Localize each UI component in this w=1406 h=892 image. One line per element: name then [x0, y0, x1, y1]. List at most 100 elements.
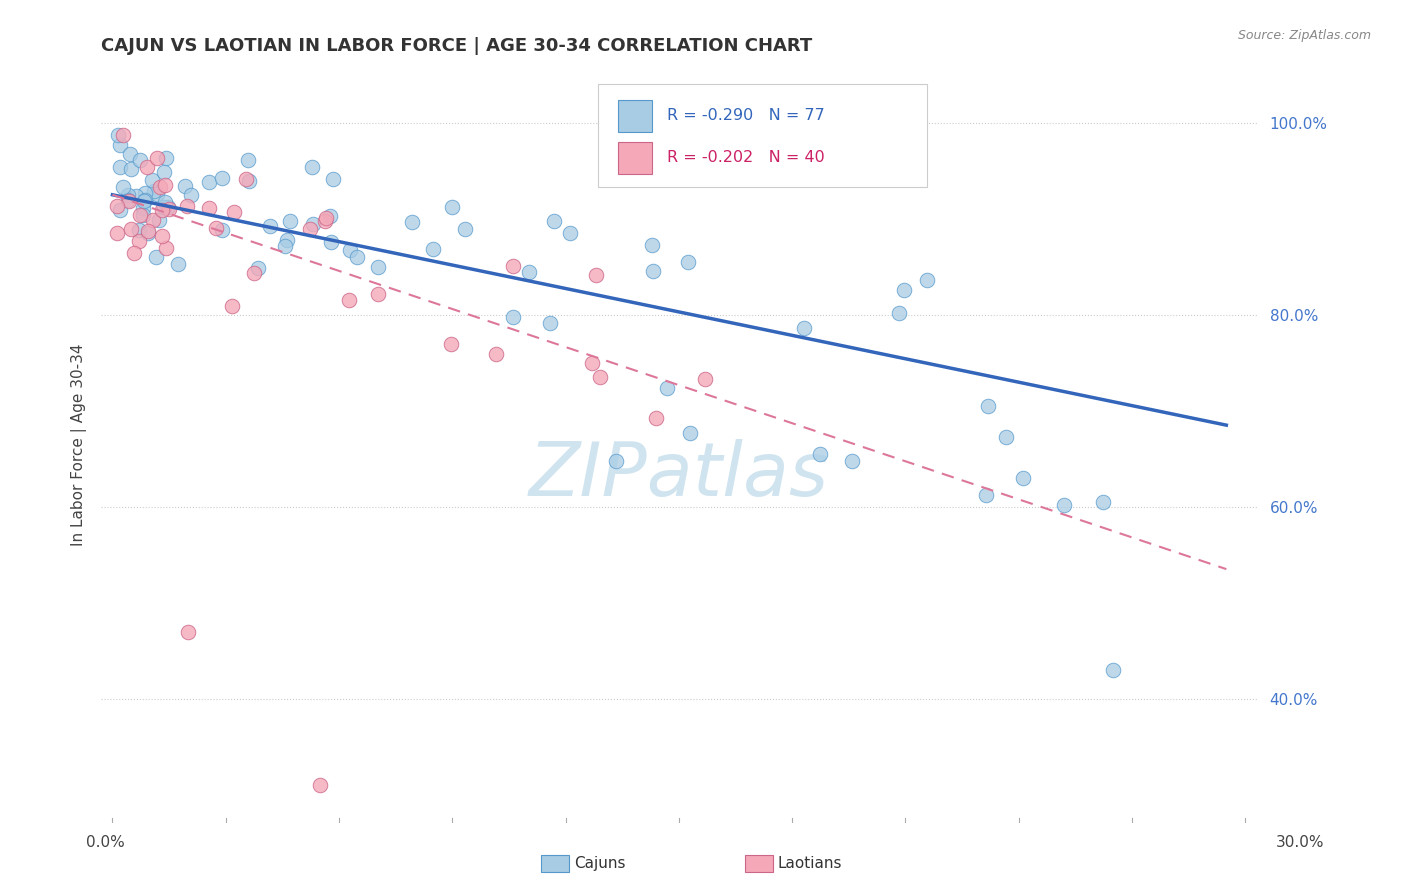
- Point: [657, 381, 679, 395]
- Point: [211, 223, 233, 237]
- Point: [454, 222, 477, 236]
- Point: [643, 264, 665, 278]
- Point: [153, 165, 176, 179]
- Point: [322, 172, 344, 186]
- Point: [1102, 663, 1125, 677]
- Point: [131, 208, 153, 222]
- Point: [145, 250, 167, 264]
- Point: [641, 237, 664, 252]
- Point: [581, 356, 603, 370]
- Point: [105, 226, 128, 240]
- Point: [128, 234, 150, 248]
- Point: [676, 255, 699, 269]
- Point: [893, 283, 915, 297]
- Point: [605, 454, 627, 468]
- Point: [1012, 471, 1035, 485]
- Point: [134, 193, 156, 207]
- Point: [589, 370, 612, 384]
- Point: [259, 219, 281, 233]
- Point: [346, 250, 368, 264]
- Point: [110, 161, 132, 175]
- Point: [134, 186, 156, 200]
- Text: ZIPatlas: ZIPatlas: [529, 439, 830, 510]
- Point: [125, 189, 148, 203]
- Point: [176, 199, 198, 213]
- Point: [422, 242, 444, 256]
- Point: [679, 425, 702, 440]
- Point: [128, 222, 150, 236]
- Point: [644, 410, 666, 425]
- Point: [693, 372, 716, 386]
- Point: [243, 266, 266, 280]
- Point: [107, 199, 129, 213]
- Point: [112, 180, 135, 194]
- Point: [138, 224, 160, 238]
- Point: [117, 188, 139, 202]
- Point: [841, 454, 863, 468]
- Point: [485, 347, 508, 361]
- FancyBboxPatch shape: [617, 100, 652, 132]
- FancyBboxPatch shape: [617, 142, 652, 174]
- Point: [502, 310, 524, 325]
- Point: [121, 161, 143, 176]
- FancyBboxPatch shape: [598, 84, 927, 186]
- Point: [222, 205, 245, 219]
- Point: [994, 430, 1017, 444]
- Point: [502, 259, 524, 273]
- Point: [236, 153, 259, 167]
- Point: [543, 214, 565, 228]
- Point: [155, 194, 177, 209]
- Point: [339, 293, 361, 307]
- Point: [180, 188, 202, 202]
- Point: [315, 211, 337, 225]
- Point: [150, 202, 173, 217]
- Point: [120, 222, 142, 236]
- Point: [155, 178, 177, 193]
- Point: [247, 260, 270, 275]
- Point: [177, 624, 200, 639]
- Point: [235, 171, 257, 186]
- Text: R = -0.290   N = 77: R = -0.290 N = 77: [668, 109, 825, 123]
- Point: [517, 265, 540, 279]
- Point: [146, 187, 169, 202]
- Point: [146, 151, 169, 165]
- Point: [538, 317, 561, 331]
- Point: [367, 260, 389, 274]
- Point: [148, 213, 170, 227]
- Point: [401, 215, 423, 229]
- Point: [274, 238, 297, 252]
- Point: [441, 200, 464, 214]
- Point: [129, 208, 152, 222]
- Point: [108, 137, 131, 152]
- Point: [112, 128, 135, 142]
- Point: [1053, 498, 1076, 512]
- Point: [276, 233, 298, 247]
- Point: [108, 202, 131, 217]
- Point: [157, 202, 180, 216]
- Text: Laotians: Laotians: [778, 856, 842, 871]
- Point: [173, 179, 195, 194]
- Point: [585, 268, 607, 282]
- Point: [120, 146, 142, 161]
- Point: [976, 399, 998, 413]
- Point: [143, 184, 166, 198]
- Point: [301, 160, 323, 174]
- Point: [318, 209, 340, 223]
- Text: 0.0%: 0.0%: [86, 836, 125, 850]
- Point: [314, 214, 336, 228]
- Point: [155, 241, 177, 255]
- Point: [122, 246, 145, 260]
- Point: [150, 228, 173, 243]
- Point: [221, 299, 243, 313]
- Point: [915, 272, 938, 286]
- Point: [321, 235, 343, 250]
- Point: [156, 200, 179, 214]
- Point: [560, 227, 582, 241]
- Point: [278, 213, 301, 227]
- Point: [136, 226, 159, 240]
- Point: [136, 160, 159, 174]
- Text: R = -0.202   N = 40: R = -0.202 N = 40: [668, 150, 825, 165]
- Point: [117, 194, 139, 208]
- Text: 30.0%: 30.0%: [1277, 836, 1324, 850]
- Point: [205, 220, 228, 235]
